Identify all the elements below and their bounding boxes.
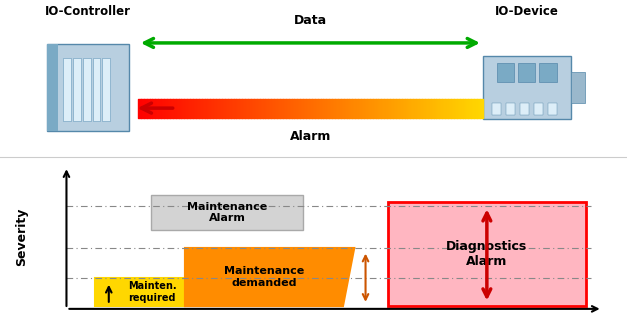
Text: Mainten.
required: Mainten. required (129, 281, 177, 303)
FancyBboxPatch shape (388, 202, 586, 306)
FancyBboxPatch shape (63, 58, 71, 121)
FancyBboxPatch shape (73, 58, 81, 121)
FancyBboxPatch shape (497, 63, 514, 82)
Text: Maintenance
Alarm: Maintenance Alarm (187, 202, 267, 224)
FancyBboxPatch shape (47, 44, 129, 131)
Text: Alarm: Alarm (290, 130, 331, 143)
Text: IO-Controller: IO-Controller (45, 5, 131, 18)
FancyBboxPatch shape (548, 103, 557, 115)
Text: IO-Device: IO-Device (495, 5, 559, 18)
FancyBboxPatch shape (151, 195, 303, 230)
FancyBboxPatch shape (483, 56, 571, 119)
Text: Diagnostics
Alarm: Diagnostics Alarm (446, 240, 527, 268)
FancyBboxPatch shape (520, 103, 529, 115)
FancyBboxPatch shape (505, 103, 515, 115)
Polygon shape (185, 248, 354, 306)
FancyBboxPatch shape (518, 63, 535, 82)
Text: Severity: Severity (15, 208, 28, 266)
FancyBboxPatch shape (492, 103, 501, 115)
FancyBboxPatch shape (534, 103, 544, 115)
Text: Data: Data (294, 14, 327, 27)
FancyBboxPatch shape (571, 72, 584, 103)
FancyBboxPatch shape (539, 63, 557, 82)
FancyBboxPatch shape (102, 58, 110, 121)
FancyBboxPatch shape (47, 44, 58, 131)
FancyBboxPatch shape (95, 279, 185, 306)
FancyBboxPatch shape (83, 58, 90, 121)
FancyBboxPatch shape (93, 58, 100, 121)
Text: Maintenance
demanded: Maintenance demanded (224, 266, 304, 288)
